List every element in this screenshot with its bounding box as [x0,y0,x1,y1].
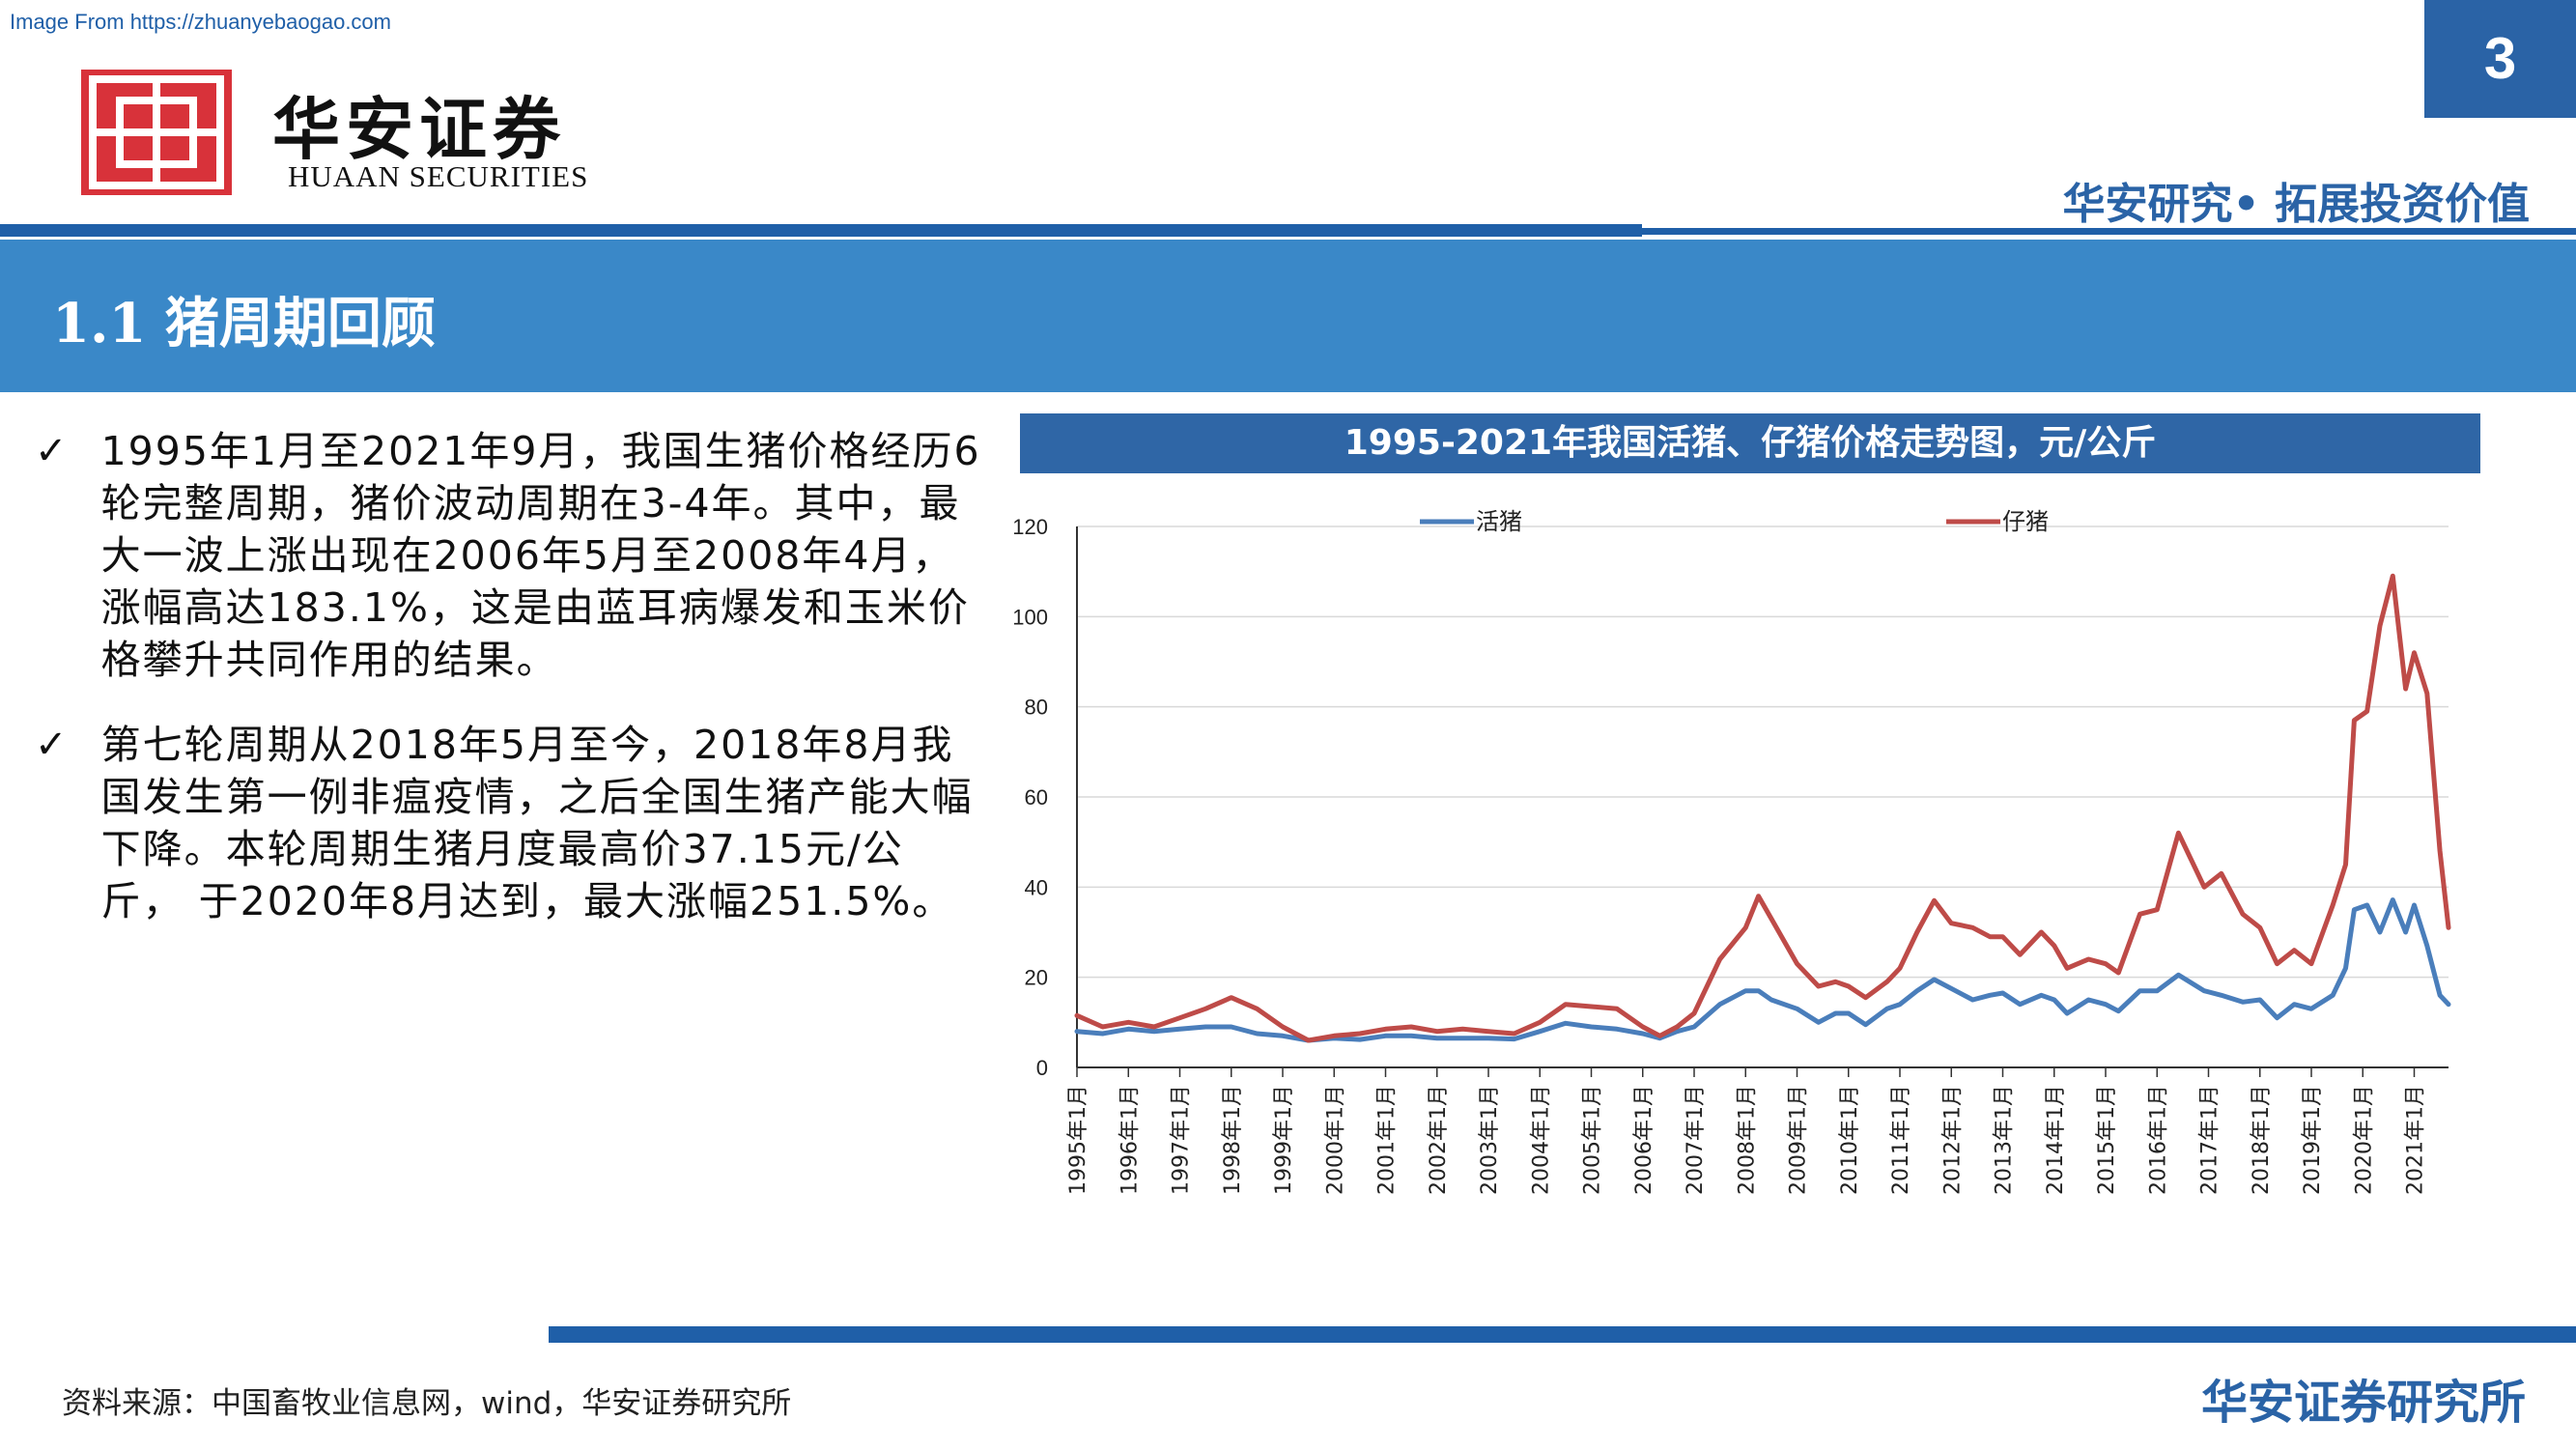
y-tick-label: 80 [1025,696,1048,720]
bullet-item: ✓ 1995年1月至2021年9月，我国生猪价格经历6轮完整周期，猪价波动周期在… [35,425,981,686]
x-tick-label: 1999年1月 [1272,1085,1296,1195]
bullet-list: ✓ 1995年1月至2021年9月，我国生猪价格经历6轮完整周期，猪价波动周期在… [35,425,981,960]
logo-english-name: HUAAN SECURITIES [288,159,589,193]
chart-title: 1995-2021年我国活猪、仔猪价格走势图，元/公斤 [1344,423,2157,463]
x-tick-label: 2009年1月 [1787,1085,1811,1195]
header-divider-thin [1642,228,2576,235]
y-tick-label: 60 [1025,785,1048,810]
x-tick-label: 2019年1月 [2301,1085,2325,1195]
series-line-piglet [1074,573,2451,1043]
x-tick-label: 2010年1月 [1838,1085,1862,1195]
x-tick-label: 2007年1月 [1684,1085,1708,1195]
x-tick-label: 2001年1月 [1375,1085,1400,1195]
footer-brand: 华安证券研究所 [2200,1376,2526,1430]
x-tick-label: 2014年1月 [2044,1085,2068,1195]
chart-svg: 0 20 40 60 80 100 120 1995年1月 1996年1月 1997年1月 1998… [1012,508,2451,1195]
y-tick-label: 100 [1012,605,1048,629]
x-tick-label: 2003年1月 [1478,1085,1502,1195]
y-tick-label: 20 [1025,966,1048,990]
y-tick-label: 0 [1036,1056,1048,1080]
checkmark-icon: ✓ [35,723,68,767]
logo-chinese-name: 华安证券 [272,89,566,169]
watermark-text: Image From https://zhuanyebaogao.com [10,10,391,34]
price-line-chart: 0 20 40 60 80 100 120 1995年1月 1996年1月 1997年1月 1998… [1005,483,2473,1221]
x-tick-label: 1998年1月 [1221,1085,1245,1195]
x-tick-label: 2013年1月 [1993,1085,2017,1195]
header-divider [0,224,1642,237]
x-tick-label: 2015年1月 [2095,1085,2119,1195]
y-tick-label: 120 [1012,515,1048,539]
x-tick-label: 2004年1月 [1529,1085,1553,1195]
company-logo-icon [81,70,232,195]
legend-label: 活猪 [1476,508,1522,535]
series-line-live-pig [1074,897,2451,1043]
page-number: 3 [2424,0,2576,118]
legend-label: 仔猪 [2002,508,2049,535]
x-tick-label: 2021年1月 [2404,1085,2428,1195]
x-tick-label: 2005年1月 [1581,1085,1605,1195]
bullet-text: 1995年1月至2021年9月，我国生猪价格经历6轮完整周期，猪价波动周期在3-… [100,428,981,683]
chart-title-bar [1020,413,2480,473]
x-tick-label: 2008年1月 [1735,1085,1759,1195]
x-tick-label: 2011年1月 [1889,1085,1913,1195]
bullet-text: 第七轮周期从2018年5月至今，2018年8月我国发生第一例非瘟疫情，之后全国生… [100,722,974,924]
section-title-band [0,240,2576,392]
x-tick-label: 2018年1月 [2250,1085,2274,1195]
x-tick-label: 2016年1月 [2146,1085,2170,1195]
x-tick-label: 2002年1月 [1427,1085,1451,1195]
x-tick-label: 2006年1月 [1632,1085,1656,1195]
bullet-item: ✓ 第七轮周期从2018年5月至今，2018年8月我国发生第一例非瘟疫情，之后全… [35,719,981,927]
x-tick-label: 1997年1月 [1170,1085,1194,1195]
source-note: 资料来源：中国畜牧业信息网，wind，华安证券研究所 [62,1386,792,1421]
x-tick-label: 2000年1月 [1323,1085,1347,1195]
x-tick-label: 2012年1月 [1940,1085,1965,1195]
x-tick-label: 2017年1月 [2198,1085,2222,1195]
header-slogan: 华安研究• 拓展投资价值 [2062,180,2530,229]
y-tick-label: 40 [1025,875,1048,899]
x-tick-label: 2020年1月 [2352,1085,2376,1195]
section-title: 1.1 猪周期回顾 [52,292,436,355]
x-tick-label: 1995年1月 [1066,1085,1090,1195]
checkmark-icon: ✓ [35,429,68,473]
footer-divider [549,1326,2576,1343]
x-tick-label: 1996年1月 [1118,1085,1142,1195]
